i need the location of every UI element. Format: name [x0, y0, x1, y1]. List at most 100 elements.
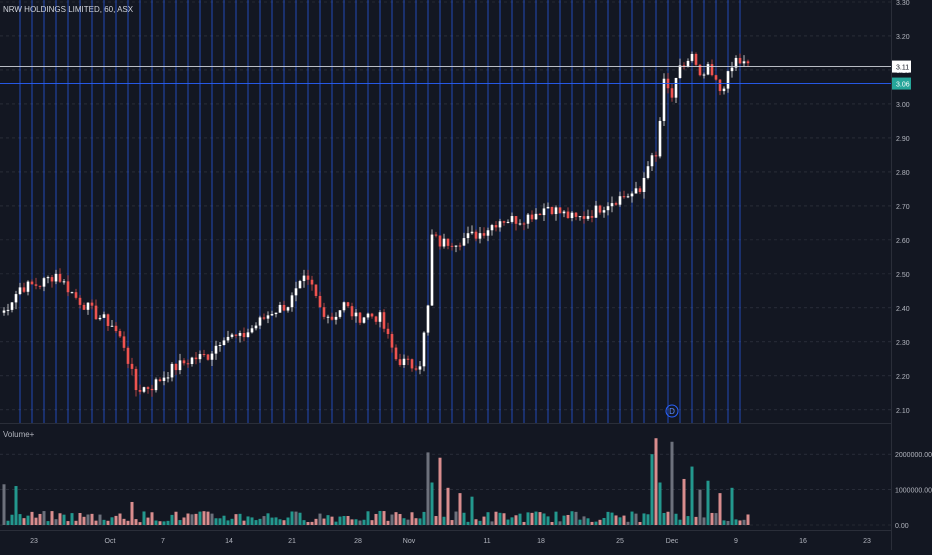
- candle-body[interactable]: [418, 366, 422, 370]
- candle-body[interactable]: [502, 221, 506, 223]
- candle-body[interactable]: [110, 325, 114, 327]
- candle-body[interactable]: [662, 78, 666, 121]
- candle-body[interactable]: [346, 302, 350, 307]
- candle-body[interactable]: [590, 216, 594, 218]
- candle-body[interactable]: [94, 305, 98, 320]
- candle-body[interactable]: [630, 193, 634, 197]
- candle-body[interactable]: [642, 177, 646, 192]
- candle-body[interactable]: [86, 302, 90, 310]
- candle-body[interactable]: [490, 225, 494, 231]
- candle-body[interactable]: [218, 345, 222, 347]
- candle-body[interactable]: [438, 235, 442, 247]
- candle-body[interactable]: [634, 188, 638, 194]
- candle-body[interactable]: [138, 390, 142, 392]
- candle-body[interactable]: [698, 64, 702, 76]
- candle-body[interactable]: [262, 317, 266, 319]
- candle-body[interactable]: [66, 281, 70, 293]
- candle-body[interactable]: [442, 238, 446, 247]
- candle-body[interactable]: [154, 379, 158, 391]
- candle-body[interactable]: [62, 281, 66, 283]
- candle-body[interactable]: [10, 302, 14, 310]
- candle-body[interactable]: [406, 358, 410, 360]
- candle-body[interactable]: [166, 377, 170, 379]
- candle-body[interactable]: [550, 206, 554, 215]
- candle-body[interactable]: [718, 79, 722, 92]
- candle-body[interactable]: [734, 57, 738, 68]
- candle-body[interactable]: [150, 388, 154, 391]
- candle-body[interactable]: [402, 358, 406, 365]
- candle-body[interactable]: [726, 71, 730, 89]
- candle-body[interactable]: [474, 231, 478, 239]
- candle-body[interactable]: [18, 287, 22, 295]
- candle-body[interactable]: [526, 214, 530, 224]
- candle-body[interactable]: [198, 354, 202, 360]
- candle-body[interactable]: [282, 304, 286, 311]
- candle-body[interactable]: [42, 278, 46, 287]
- candle-body[interactable]: [322, 307, 326, 317]
- candle-body[interactable]: [50, 277, 54, 282]
- candle-body[interactable]: [678, 65, 682, 79]
- candle-body[interactable]: [522, 223, 526, 225]
- candle-body[interactable]: [174, 363, 178, 371]
- candle-body[interactable]: [598, 205, 602, 213]
- candle-body[interactable]: [582, 216, 586, 219]
- candle-body[interactable]: [530, 214, 534, 220]
- candle-body[interactable]: [658, 120, 662, 157]
- candle-body[interactable]: [670, 88, 674, 98]
- candle-body[interactable]: [6, 309, 10, 311]
- candle-body[interactable]: [2, 310, 6, 313]
- candle-body[interactable]: [446, 238, 450, 246]
- candle-body[interactable]: [498, 221, 502, 228]
- candle-body[interactable]: [746, 61, 750, 64]
- candle-body[interactable]: [310, 279, 314, 285]
- candle-body[interactable]: [338, 310, 342, 317]
- candle-body[interactable]: [58, 273, 62, 282]
- candle-body[interactable]: [82, 304, 86, 310]
- candle-body[interactable]: [410, 359, 414, 369]
- candle-body[interactable]: [126, 347, 130, 364]
- candle-body[interactable]: [510, 216, 514, 222]
- candle-body[interactable]: [334, 316, 338, 320]
- candle-body[interactable]: [190, 357, 194, 365]
- candle-body[interactable]: [350, 306, 354, 317]
- candle-body[interactable]: [566, 211, 570, 219]
- candle-body[interactable]: [302, 275, 306, 282]
- candle-body[interactable]: [414, 368, 418, 370]
- candle-body[interactable]: [710, 64, 714, 76]
- candle-body[interactable]: [34, 284, 38, 286]
- candle-body[interactable]: [270, 314, 274, 316]
- candle-body[interactable]: [594, 205, 598, 218]
- candle-body[interactable]: [46, 277, 50, 279]
- candle-body[interactable]: [730, 67, 734, 72]
- candle-body[interactable]: [298, 281, 302, 289]
- candle-body[interactable]: [422, 332, 426, 367]
- candle-body[interactable]: [14, 294, 18, 303]
- candle-body[interactable]: [470, 231, 474, 234]
- candle-body[interactable]: [326, 316, 330, 318]
- candle-body[interactable]: [466, 233, 470, 239]
- candle-body[interactable]: [398, 359, 402, 365]
- candle-body[interactable]: [222, 340, 226, 346]
- candle-body[interactable]: [74, 292, 78, 298]
- candle-body[interactable]: [274, 312, 278, 315]
- candle-body[interactable]: [602, 210, 606, 213]
- candle-body[interactable]: [610, 203, 614, 207]
- candle-body[interactable]: [26, 281, 30, 292]
- candle-body[interactable]: [254, 325, 258, 329]
- candle-body[interactable]: [654, 155, 658, 157]
- candle-body[interactable]: [314, 284, 318, 296]
- candle-body[interactable]: [114, 325, 118, 332]
- candle-body[interactable]: [462, 238, 466, 246]
- candle-body[interactable]: [230, 334, 234, 337]
- dividend-event-marker[interactable]: D: [665, 404, 679, 418]
- candle-body[interactable]: [586, 216, 590, 219]
- candle-body[interactable]: [518, 223, 522, 225]
- candle-body[interactable]: [290, 295, 294, 308]
- candle-body[interactable]: [434, 234, 438, 236]
- candle-body[interactable]: [366, 313, 370, 318]
- candle-body[interactable]: [54, 273, 58, 282]
- candle-body[interactable]: [426, 305, 430, 333]
- candle-body[interactable]: [650, 155, 654, 167]
- candle-body[interactable]: [178, 360, 182, 371]
- candle-body[interactable]: [102, 314, 106, 318]
